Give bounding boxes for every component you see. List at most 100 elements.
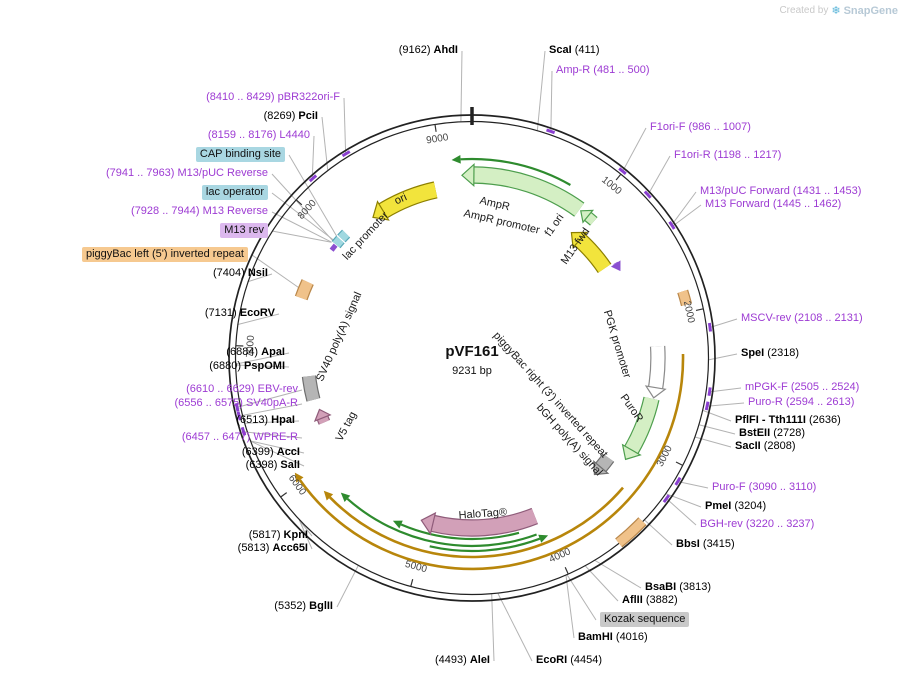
label-pflfi-tth111i[interactable]: PflFI - Tth111I (2636) bbox=[735, 414, 841, 426]
feature-ori[interactable] bbox=[372, 181, 438, 221]
label-sv40pa-r[interactable]: (6556 .. 6575) SV40pA-R bbox=[174, 397, 298, 409]
primer-mark-8420[interactable] bbox=[341, 150, 351, 158]
label-spei[interactable]: SpeI (2318) bbox=[741, 347, 800, 359]
primer-mark-1207[interactable] bbox=[643, 190, 652, 199]
label-hpai[interactable]: (6513) HpaI bbox=[236, 414, 295, 426]
primer-mark-490[interactable] bbox=[546, 128, 556, 135]
leader-amp-r bbox=[550, 70, 553, 131]
primer-mark-1447[interactable] bbox=[668, 220, 676, 230]
label-nsii[interactable]: (7404) NsiI bbox=[212, 267, 268, 279]
label-sali[interactable]: (6398) SalI bbox=[245, 459, 300, 471]
label-bsteii[interactable]: BstEII (2728) bbox=[739, 427, 806, 439]
leader-spei bbox=[708, 353, 738, 361]
label-mscv-rev[interactable]: MSCV-rev (2108 .. 2131) bbox=[741, 312, 863, 324]
leader-pcii bbox=[321, 116, 329, 171]
label-aflii[interactable]: AflII (3882) bbox=[622, 594, 678, 606]
leader-pbr322ori-f bbox=[343, 97, 347, 153]
feature-ampr-promoter[interactable] bbox=[580, 209, 598, 226]
label-lac-operator[interactable]: lac operator bbox=[201, 185, 268, 200]
label-cap-binding-site[interactable]: CAP binding site bbox=[195, 147, 285, 162]
label-ecori[interactable]: EcoRI (4454) bbox=[536, 654, 603, 666]
label-bgh-rev[interactable]: BGH-rev (3220 .. 3237) bbox=[700, 518, 815, 530]
label-amp-r[interactable]: Amp-R (481 .. 500) bbox=[556, 64, 650, 76]
label-bbsi[interactable]: BbsI (3415) bbox=[676, 538, 735, 550]
leader-alei bbox=[491, 594, 495, 662]
label-acci[interactable]: (6399) AccI bbox=[241, 446, 300, 458]
leader-sali bbox=[249, 440, 305, 467]
feature-label-piggybac-right[interactable]: piggyBac right (3') inverted repeat bbox=[491, 330, 610, 460]
label-wpre-r[interactable]: (6457 .. 6477) WPRE-R bbox=[181, 431, 298, 443]
feature-pgk-promoter[interactable] bbox=[644, 345, 667, 399]
label-f1ori-r[interactable]: F1ori-R (1198 .. 1217) bbox=[674, 149, 782, 161]
label-pcii[interactable]: (8269) PciI bbox=[263, 110, 318, 122]
primer-mark-6619[interactable] bbox=[234, 402, 240, 412]
label-m13-rev[interactable]: M13 rev bbox=[220, 223, 268, 238]
feature-piggybac-left-repeat[interactable] bbox=[294, 279, 314, 301]
label-alei[interactable]: (4493) AleI bbox=[434, 654, 490, 666]
label-l4440[interactable]: (8159 .. 8176) L4440 bbox=[207, 129, 310, 141]
feature-sv40-polya[interactable] bbox=[301, 375, 321, 402]
feature-lac-operator-mark[interactable] bbox=[331, 235, 345, 249]
feature-label-sv40-polya[interactable]: SV40 poly(A) signal bbox=[314, 290, 364, 383]
primer-marks bbox=[234, 128, 712, 504]
label-f1ori-f[interactable]: F1ori-F (986 .. 1007) bbox=[650, 121, 751, 133]
leader-puro-f bbox=[678, 481, 709, 489]
label-pbr322ori-f[interactable]: (8410 .. 8429) pBR322ori-F bbox=[206, 91, 340, 103]
primer-mark-3228[interactable] bbox=[662, 494, 671, 504]
leader-apai bbox=[234, 352, 290, 365]
primer-mark-996[interactable] bbox=[618, 167, 627, 175]
label-scai[interactable]: ScaI (411) bbox=[549, 44, 600, 56]
feature-halotag[interactable] bbox=[420, 507, 539, 537]
primer-mark-2514[interactable] bbox=[707, 387, 712, 397]
feature-ampr[interactable] bbox=[461, 162, 585, 217]
feature-label-ori[interactable]: ori bbox=[393, 191, 409, 207]
tick-label-5000: 5000 bbox=[404, 559, 429, 575]
label-m13-forward[interactable]: M13 Forward (1445 .. 1462) bbox=[705, 198, 842, 210]
feature-cap-site-mark[interactable] bbox=[337, 229, 351, 243]
feature-label-v5-tag[interactable]: V5 tag bbox=[334, 410, 360, 444]
label-ahdi[interactable]: (9162) AhdI bbox=[398, 44, 458, 56]
feature-label-f1-ori[interactable]: f1 ori bbox=[543, 212, 567, 239]
tick-label-4000: 4000 bbox=[548, 546, 573, 565]
label-m13-puc-reverse[interactable]: (7941 .. 7963) M13/pUC Reverse bbox=[105, 167, 268, 179]
feature-label-pgk-promoter[interactable]: PGK promoter bbox=[601, 309, 633, 380]
label-pspomi[interactable]: (6880) PspOMI bbox=[209, 360, 285, 372]
label-kpni[interactable]: (5817) KpnI bbox=[248, 529, 308, 541]
label-kozak[interactable]: Kozak sequence bbox=[600, 612, 690, 627]
plasmid-name: pVF161 bbox=[445, 343, 498, 360]
label-m13-puc-forward[interactable]: M13/pUC Forward (1431 .. 1453) bbox=[700, 185, 862, 197]
primer-mark-2119[interactable] bbox=[707, 322, 712, 332]
feature-feature-box-upper-right[interactable] bbox=[677, 289, 693, 307]
primer-mark-6565[interactable] bbox=[236, 411, 242, 421]
primer-mark-8167[interactable] bbox=[308, 174, 318, 183]
label-pmei[interactable]: PmeI (3204) bbox=[705, 500, 767, 512]
label-piggybac-left[interactable]: piggyBac left (5') inverted repeat bbox=[81, 247, 248, 262]
label-m13-reverse[interactable]: (7928 .. 7944) M13 Reverse bbox=[131, 205, 268, 217]
label-puro-f[interactable]: Puro-F (3090 .. 3110) bbox=[712, 481, 817, 493]
feature-m13-fwd[interactable] bbox=[610, 260, 621, 272]
leader-mpgk-f bbox=[710, 387, 742, 393]
label-puro-r[interactable]: Puro-R (2594 .. 2613) bbox=[748, 396, 855, 408]
primer-mark-6467[interactable] bbox=[240, 426, 247, 436]
feature-label-ampr[interactable]: AmpR bbox=[478, 195, 511, 214]
feature-puror[interactable] bbox=[621, 396, 660, 461]
label-ecorv[interactable]: (7131) EcoRV bbox=[204, 307, 275, 319]
label-bamhi[interactable]: BamHI (4016) bbox=[578, 631, 648, 643]
label-acc65i[interactable]: (5813) Acc65I bbox=[237, 542, 308, 554]
feature-v5-tag[interactable] bbox=[313, 408, 332, 425]
feature-label-halotag[interactable]: HaloTag® bbox=[458, 506, 507, 521]
primer-mark-2603[interactable] bbox=[704, 401, 710, 411]
feature-piggybac-right-repeat[interactable] bbox=[615, 517, 647, 548]
feature-f1-ori[interactable] bbox=[570, 231, 612, 274]
label-bglii[interactable]: (5352) BglII bbox=[274, 600, 333, 612]
thin-arcs bbox=[294, 155, 685, 571]
primer-mark-3100[interactable] bbox=[674, 476, 682, 486]
label-apai[interactable]: (6884) ApaI bbox=[226, 346, 285, 358]
label-ebv-rev[interactable]: (6610 .. 6629) EBV-rev bbox=[186, 383, 298, 395]
feature-bgh-polya[interactable] bbox=[593, 453, 615, 476]
label-bsabi[interactable]: BsaBI (3813) bbox=[645, 581, 712, 593]
plasmid-size: 9231 bp bbox=[452, 365, 492, 377]
label-sacii[interactable]: SacII (2808) bbox=[735, 440, 796, 452]
label-mpgk-f[interactable]: mPGK-F (2505 .. 2524) bbox=[745, 381, 860, 393]
feature-m13-rev-mark[interactable] bbox=[329, 243, 338, 252]
